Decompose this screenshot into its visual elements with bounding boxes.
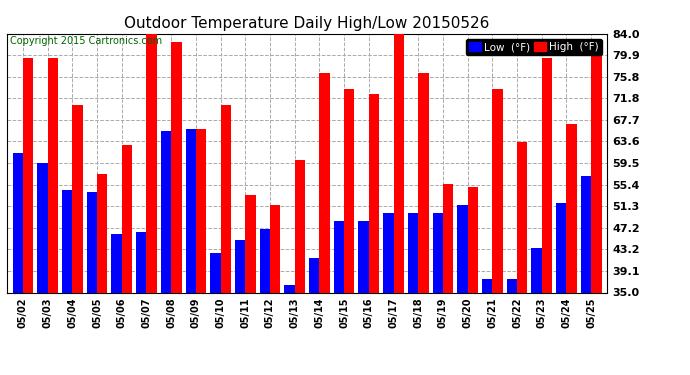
Bar [493,89,503,292]
Bar [319,74,330,292]
Bar [517,142,527,292]
Bar [393,34,404,292]
Bar [482,279,493,292]
Bar [383,213,393,292]
Bar [284,285,295,292]
Text: Copyright 2015 Cartronics.com: Copyright 2015 Cartronics.com [10,36,162,46]
Bar [506,279,517,292]
Bar [111,234,121,292]
Bar [12,153,23,292]
Bar [235,240,245,292]
Bar [556,203,566,292]
Bar [542,57,552,292]
Title: Outdoor Temperature Daily High/Low 20150526: Outdoor Temperature Daily High/Low 20150… [124,16,490,31]
Bar [591,55,602,292]
Bar [295,160,305,292]
Bar [457,206,468,292]
Bar [259,229,270,292]
Bar [531,248,542,292]
Bar [566,123,577,292]
Bar [210,253,221,292]
Bar [121,145,132,292]
Bar [369,94,380,292]
Bar [196,129,206,292]
Bar [146,28,157,292]
Bar [433,213,443,292]
Bar [37,163,48,292]
Bar [418,74,428,292]
Bar [221,105,231,292]
Bar [270,206,280,292]
Bar [443,184,453,292]
Bar [408,213,418,292]
Bar [358,221,369,292]
Bar [97,174,108,292]
Bar [136,232,146,292]
Bar [161,132,171,292]
Bar [468,187,478,292]
Bar [23,57,33,292]
Bar [171,42,181,292]
Bar [581,176,591,292]
Bar [245,195,256,292]
Bar [186,129,196,292]
Bar [62,189,72,292]
Bar [334,221,344,292]
Bar [72,105,83,292]
Legend: Low  (°F), High  (°F): Low (°F), High (°F) [466,39,602,55]
Bar [87,192,97,292]
Bar [344,89,355,292]
Bar [48,57,58,292]
Bar [309,258,319,292]
